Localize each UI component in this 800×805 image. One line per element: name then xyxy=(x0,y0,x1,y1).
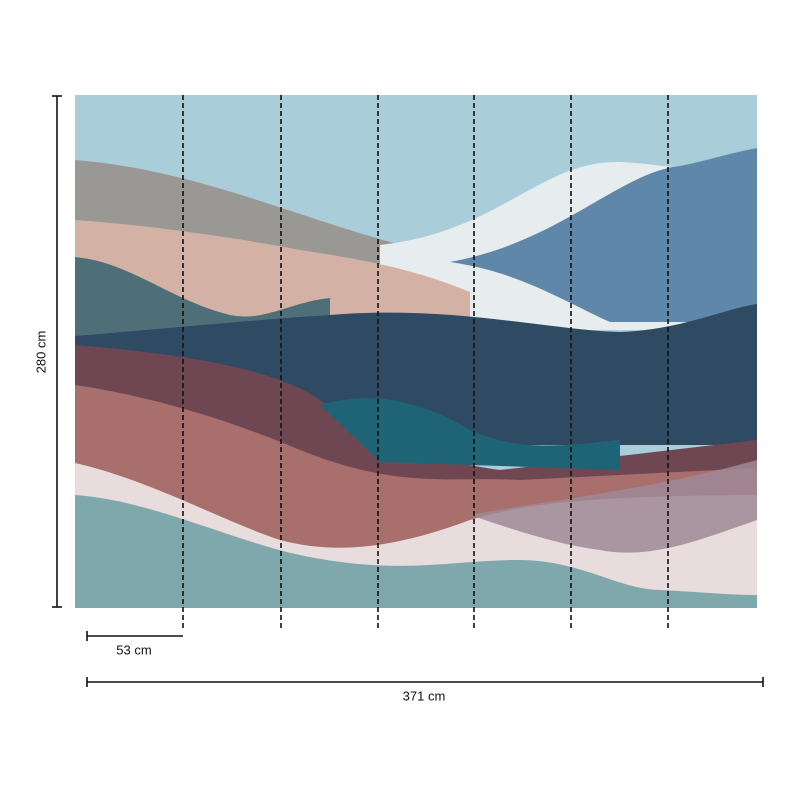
mural-artwork xyxy=(75,95,757,608)
panel-cut-lines xyxy=(182,95,669,630)
total-width-label: 371 cm xyxy=(403,688,446,703)
height-dimension: 280 cm xyxy=(33,95,62,608)
total-width-dimension: 371 cm xyxy=(86,677,764,703)
panel-width-dimension: 53 cm xyxy=(86,631,183,657)
height-label: 280 cm xyxy=(33,331,48,374)
panel-width-label: 53 cm xyxy=(116,642,151,657)
